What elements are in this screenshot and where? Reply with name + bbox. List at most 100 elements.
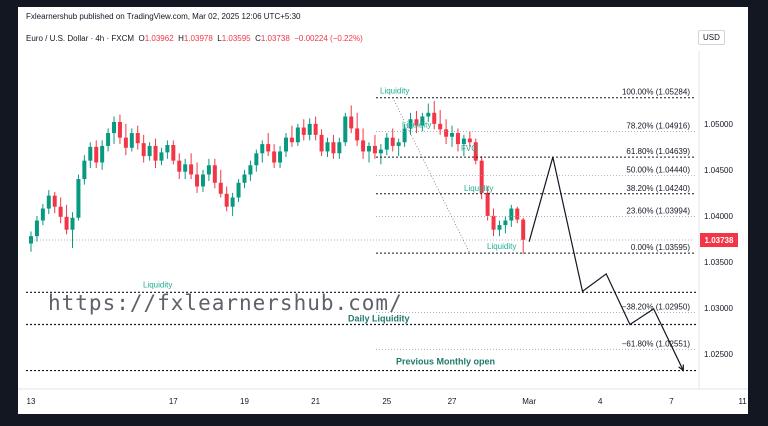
- x-tick-label: Mar: [522, 397, 536, 406]
- x-tick-label: 13: [27, 397, 36, 406]
- candle-body: [396, 142, 401, 146]
- candle-body: [485, 192, 490, 216]
- change-value: −0.00224 (−0.22%): [294, 34, 363, 43]
- candle-body: [100, 145, 105, 163]
- candle-body: [88, 146, 93, 161]
- candle-body: [70, 217, 75, 230]
- candle-body: [266, 144, 271, 152]
- candle-body: [491, 215, 496, 230]
- liquidity-label: Liquidity: [487, 242, 516, 251]
- axis-layer: 1.05000 1.04500 1.04000 1.03500 1.03000 1.025…: [18, 51, 748, 406]
- candle-body: [230, 197, 235, 207]
- watermark-url: https://fxlearnershub.com/: [48, 291, 403, 315]
- candle-body: [289, 137, 294, 143]
- candle-body: [455, 133, 460, 145]
- candle-body: [521, 219, 526, 240]
- x-tick-label: 7: [669, 397, 674, 406]
- candle-body: [420, 116, 425, 126]
- candle-body: [189, 164, 194, 175]
- candle-body: [361, 140, 366, 152]
- candle-body: [64, 216, 69, 230]
- fib-level-label: 0.00% (1.03595): [631, 243, 690, 252]
- daily-liquidity-label: Daily Liquidity: [348, 314, 410, 324]
- candle-body: [438, 123, 443, 130]
- liquidity-label: Liquidity: [402, 121, 431, 130]
- candles-layer: [29, 100, 693, 254]
- candle-body: [46, 195, 51, 209]
- candle-body: [34, 220, 39, 237]
- candle-body: [147, 145, 152, 157]
- y-tick-label: 1.03000: [704, 304, 733, 313]
- candle-body: [76, 179, 81, 218]
- low-value: 1.03595: [221, 34, 251, 43]
- chart-card: Fxlearnershub published on TradingView.c…: [18, 7, 748, 414]
- y-tick-label: 1.04500: [704, 166, 733, 175]
- candle-body: [248, 165, 253, 175]
- candle-body: [58, 206, 63, 217]
- fib-level-label: 23.60% (1.03994): [626, 206, 690, 215]
- candle-body: [432, 112, 437, 124]
- fib-level-label: 100.00% (1.05284): [622, 88, 690, 97]
- candle-body: [206, 165, 211, 175]
- candle-body: [473, 142, 478, 161]
- candle-body: [254, 153, 259, 166]
- x-tick-label: 25: [382, 397, 391, 406]
- candle-body: [159, 152, 164, 161]
- candle-body: [467, 138, 472, 143]
- candle-body: [503, 220, 508, 226]
- fib-level-label: 50.00% (1.04440): [626, 165, 690, 174]
- liquidity-label: Liquidity: [143, 280, 172, 289]
- fib-level-label: −38.20% (1.02950): [622, 303, 691, 312]
- candle-body: [402, 128, 407, 143]
- monthly-open-label: Previous Monthly open: [396, 357, 495, 367]
- candle-body: [384, 137, 389, 150]
- price-chart[interactable]: 100.00% (1.05284) 78.20% (1.04916) 61.80% …: [18, 7, 748, 414]
- fib-diagonal: [392, 97, 471, 254]
- candle-body: [123, 137, 128, 148]
- candle-body: [390, 137, 395, 146]
- fib-level-label: −61.80% (1.02551): [622, 339, 691, 348]
- candle-body: [331, 142, 336, 154]
- candle-body: [52, 195, 57, 207]
- candle-body: [325, 142, 330, 152]
- currency-button[interactable]: USD: [698, 30, 725, 45]
- x-tick-label: 4: [598, 397, 603, 406]
- high-label: H: [178, 34, 184, 43]
- candle-body: [129, 133, 134, 148]
- candle-body: [408, 119, 413, 129]
- candle-body: [218, 182, 223, 194]
- last-price-label: 1.03738: [705, 236, 734, 245]
- candle-body: [272, 151, 277, 163]
- candle-body: [313, 123, 318, 135]
- candle-body: [367, 145, 372, 152]
- candle-body: [349, 116, 354, 129]
- last-price-badge: [700, 233, 738, 248]
- x-tick-label: 21: [311, 397, 320, 406]
- candle-body: [444, 129, 449, 137]
- publisher-line: Fxlearnershub published on TradingView.c…: [26, 12, 301, 21]
- candle-body: [378, 149, 383, 154]
- candle-body: [106, 133, 111, 146]
- projection-arrow-head: [678, 364, 684, 372]
- y-tick-label: 1.04000: [704, 212, 733, 221]
- candle-body: [195, 174, 200, 187]
- candle-body: [355, 128, 360, 141]
- fib-level-label: 61.80% (1.04639): [626, 147, 690, 156]
- close-value: 1.03738: [260, 34, 290, 43]
- candle-body: [200, 174, 205, 187]
- candle-body: [183, 164, 188, 172]
- candle-body: [307, 123, 312, 135]
- candle-body: [112, 121, 117, 134]
- candle-body: [461, 138, 466, 145]
- projection-path: [528, 156, 684, 371]
- open-value: 1.03962: [144, 34, 174, 43]
- liquidity-label: Liquidity: [380, 87, 409, 96]
- candle-body: [414, 119, 419, 126]
- candle-body: [82, 160, 87, 180]
- candle-body: [117, 121, 122, 138]
- candle-body: [479, 160, 484, 193]
- x-tick-label: 27: [448, 397, 457, 406]
- candle-body: [337, 142, 342, 154]
- candle-body: [278, 151, 283, 163]
- candle-body: [165, 145, 170, 153]
